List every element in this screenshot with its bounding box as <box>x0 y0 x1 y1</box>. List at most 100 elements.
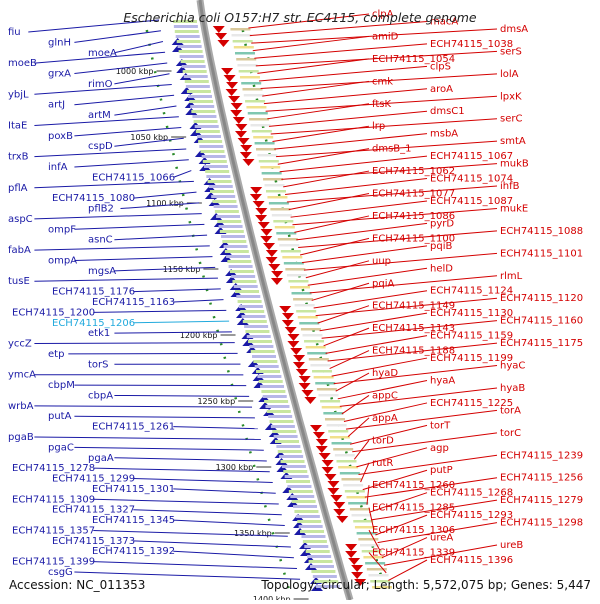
cog-block <box>290 286 310 289</box>
left-gene-label: yccZ <box>8 339 32 350</box>
right-gene-leader <box>304 253 497 270</box>
forward-gene-arrow <box>327 481 339 488</box>
left-gene-label: moeB <box>8 58 37 69</box>
right-gene-leader <box>278 149 369 165</box>
left-gene-leader <box>133 192 196 198</box>
cog-block <box>284 262 304 265</box>
left-gene-label: mgsA <box>88 266 116 277</box>
right-gene-label: rutR <box>372 458 393 469</box>
right-gene-leader <box>269 111 427 126</box>
cog-block <box>197 135 221 138</box>
cog-block <box>298 316 318 319</box>
forward-gene-arrow <box>228 96 240 103</box>
right-gene-leader <box>308 268 427 285</box>
cog-block <box>217 220 241 223</box>
cog-block <box>239 305 263 308</box>
right-gene-leader <box>342 395 369 413</box>
forward-gene-arrow <box>299 376 311 383</box>
cog-block <box>285 475 309 478</box>
left-gene-label: ECH74115_1327 <box>52 505 135 516</box>
right-gene-label: mukE <box>500 203 528 214</box>
cog-block <box>276 232 296 235</box>
right-gene-label: agp <box>430 443 449 454</box>
left-gene-leader <box>74 31 161 43</box>
kbp-tick-label: 1350 kbp <box>234 529 272 538</box>
right-gene-label: ECH74115_1256 <box>500 473 583 484</box>
left-gene-leader <box>74 447 263 450</box>
cog-block <box>282 256 302 259</box>
cog-block <box>226 255 250 258</box>
cog-block <box>215 210 239 213</box>
right-gene-label: appA <box>372 413 398 424</box>
forward-gene-arrow <box>348 558 360 565</box>
cog-block <box>211 195 235 198</box>
left-gene-leader <box>93 310 226 312</box>
cog-block <box>247 335 271 338</box>
cog-block <box>328 430 348 433</box>
cog-block <box>306 346 326 349</box>
forward-gene-arrow <box>333 502 345 509</box>
forward-gene-arrow <box>266 250 278 257</box>
left-gene-leader <box>114 106 176 115</box>
cog-block <box>230 270 254 273</box>
cog-block <box>180 55 204 58</box>
left-gene-label: wrbA <box>8 401 34 412</box>
left-gene-label: torS <box>88 359 109 370</box>
left-gene-label: pflB2 <box>88 204 114 215</box>
kbp-tick-label: 1150 kbp <box>163 265 201 274</box>
cog-block <box>279 244 299 247</box>
left-gene-label: ECH74115_1299 <box>52 474 135 485</box>
left-gene-label: rimO <box>88 79 113 90</box>
cog-block <box>281 250 301 253</box>
forward-gene-arrow <box>301 390 313 397</box>
cog-block <box>189 100 213 103</box>
cog-block <box>184 75 208 78</box>
forward-gene-arrow <box>268 264 280 271</box>
forward-gene-arrow <box>345 551 357 558</box>
cog-block <box>203 160 227 163</box>
cog-block <box>255 365 279 368</box>
forward-gene-arrow <box>240 145 252 152</box>
cog-block <box>303 540 327 543</box>
right-gene-label: dmsC1 <box>430 106 465 117</box>
left-gene-label: pflA <box>8 183 28 194</box>
cog-block <box>337 460 357 463</box>
cog-block <box>267 196 287 199</box>
cog-block <box>202 155 226 158</box>
right-gene-label: lrp <box>372 121 385 132</box>
right-gene-label: hyaA <box>430 375 455 386</box>
left-gene-label: ybjL <box>8 89 29 100</box>
left-gene-label: ECH74115_1163 <box>92 297 175 308</box>
left-gene-label: ECH74115_1399 <box>12 557 95 568</box>
forward-gene-arrow <box>230 110 242 117</box>
cog-block <box>245 330 269 333</box>
cog-block <box>255 142 275 145</box>
cog-block <box>343 484 363 487</box>
left-gene-leader <box>173 300 223 302</box>
cog-block <box>322 406 342 409</box>
forward-gene-arrow <box>226 89 238 96</box>
cog-block <box>253 360 277 363</box>
forward-gene-arrow <box>299 383 311 390</box>
right-gene-label: dmsB_1 <box>372 144 412 155</box>
left-gene-label: ECH74115_1392 <box>92 546 175 557</box>
left-gene-label: artJ <box>48 100 65 111</box>
forward-gene-arrow <box>250 187 262 194</box>
cog-block <box>241 82 261 85</box>
topology-label: Topology: circular; Length: 5,572,075 bp… <box>261 578 591 592</box>
right-gene-leader <box>289 194 369 210</box>
right-gene-label: hyaB <box>500 383 525 394</box>
cog-block <box>249 345 273 348</box>
cog-block <box>234 46 254 49</box>
cog-block <box>198 140 222 143</box>
left-gene-label: pgaC <box>48 442 74 453</box>
accession-label: Accession: NC_011353 <box>9 578 145 592</box>
cog-block <box>272 214 292 217</box>
left-gene-leader <box>74 416 255 418</box>
left-gene-leader <box>74 224 204 229</box>
left-gene-label: ECH74115_1345 <box>92 515 175 526</box>
forward-gene-arrow <box>285 327 297 334</box>
kbp-tick-label: 1250 kbp <box>197 397 235 406</box>
right-gene-label: helD <box>430 263 453 274</box>
left-gene-label: ECH74115_1200 <box>12 307 95 318</box>
